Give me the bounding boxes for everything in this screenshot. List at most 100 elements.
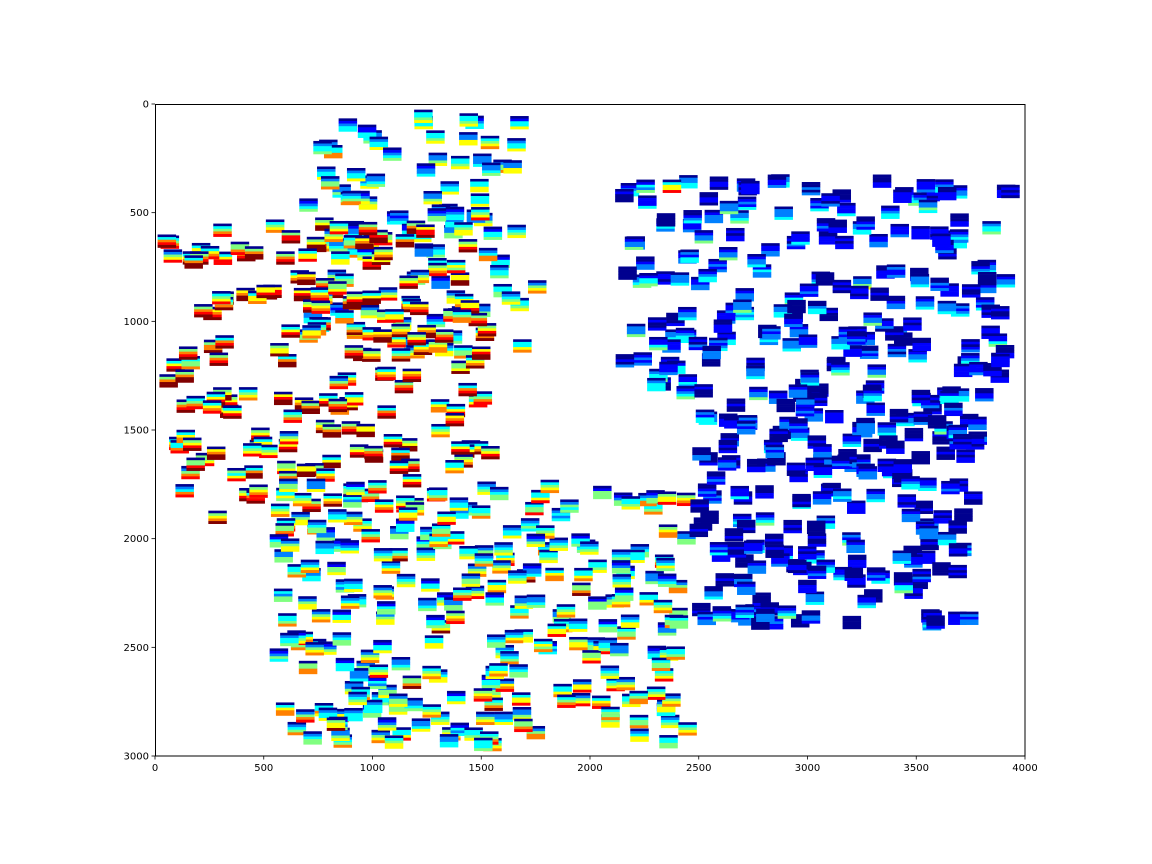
spectrogram-point <box>807 300 827 315</box>
spectrogram-point <box>904 554 923 568</box>
spectrogram-point <box>407 332 426 346</box>
spectrogram-point <box>669 615 689 629</box>
spectrogram-point <box>340 540 359 554</box>
spectrogram-point <box>977 271 997 286</box>
y-tick-label: 1500 <box>124 426 149 437</box>
spectrogram-point <box>767 174 787 188</box>
spectrogram-point <box>536 525 555 539</box>
spectrogram-point <box>320 176 340 190</box>
x-tick-label: 3000 <box>795 763 820 774</box>
spectrogram-point <box>454 222 473 236</box>
spectrogram-point <box>991 353 1010 368</box>
spectrogram-point <box>396 573 416 588</box>
spectrogram-point <box>316 468 335 482</box>
spectrogram-point <box>313 140 332 155</box>
spectrogram-point <box>712 608 732 622</box>
spectrogram-point <box>384 735 404 749</box>
spectrogram-point <box>461 573 481 587</box>
spectrogram-point <box>689 523 709 538</box>
spectrogram-point <box>881 205 900 219</box>
spectrogram-point <box>349 668 369 682</box>
spectrogram-point <box>362 327 381 341</box>
spectrogram-point <box>856 216 875 230</box>
x-tick-label: 4000 <box>1012 763 1037 774</box>
spectrogram-point <box>765 544 784 558</box>
spectrogram-point <box>557 694 576 708</box>
spectrogram-point <box>421 578 440 592</box>
spectrogram-point <box>366 173 386 187</box>
spectrogram-point <box>465 585 485 600</box>
spectrogram-point <box>531 489 550 504</box>
spectrogram-point <box>588 596 607 610</box>
spectrogram-point <box>736 421 756 435</box>
spectrogram-point <box>422 665 441 680</box>
spectrogram-point <box>319 393 338 407</box>
spectrogram-point <box>657 573 677 587</box>
spectrogram-point <box>494 711 514 725</box>
spectrogram-point <box>718 439 738 454</box>
spectrogram-point <box>381 560 401 574</box>
spectrogram-point <box>730 210 749 224</box>
spectrogram-point <box>610 642 629 657</box>
spectrogram-point <box>846 539 865 554</box>
spectrogram-point <box>818 231 838 245</box>
spectrogram-point <box>477 481 496 495</box>
spectrogram-point <box>568 618 588 632</box>
spectrogram-point <box>502 525 522 539</box>
spectrogram-point <box>982 221 1001 235</box>
x-axis: 0 500 1000 1500 2000 2500 3000 3500 4000 <box>152 756 1038 774</box>
spectrogram-point <box>981 304 1000 318</box>
spectrogram-point <box>965 436 985 450</box>
spectrogram-point <box>912 337 931 352</box>
spectrogram-point <box>791 231 810 245</box>
spectrogram-point <box>822 482 841 497</box>
spectrogram-point <box>507 138 526 152</box>
spectrogram-point <box>869 233 888 248</box>
spectrogram-point <box>658 524 678 538</box>
spectrogram-point <box>514 629 533 643</box>
spectrogram-point <box>964 491 983 505</box>
spectrogram-point <box>281 230 301 244</box>
spectrogram-point <box>329 375 349 390</box>
spectrogram-point <box>377 405 396 419</box>
spectrogram-point <box>376 601 396 615</box>
spectrogram-point <box>678 306 697 321</box>
spectrogram-point <box>178 346 198 360</box>
spectrogram-point <box>492 560 511 574</box>
spectrogram-point <box>511 692 531 706</box>
spectrogram-point <box>816 218 836 232</box>
spectrogram-point <box>885 327 904 341</box>
spectrogram-point <box>292 492 312 507</box>
spectrogram-point <box>730 485 749 500</box>
spectrogram-point <box>927 415 947 429</box>
spectrogram-point <box>481 446 500 460</box>
spectrogram-point <box>662 339 681 353</box>
spectrogram-point <box>950 303 970 317</box>
spectrogram-point <box>969 361 988 376</box>
spectrogram-point <box>430 399 450 413</box>
spectrogram-point <box>937 300 957 315</box>
spectrogram-point <box>361 529 380 543</box>
spectrogram-point <box>343 235 363 249</box>
spectrogram-point <box>713 319 733 333</box>
spectrogram-point <box>692 447 711 461</box>
spectrogram-point <box>547 623 567 637</box>
spectrogram-point <box>784 313 803 328</box>
spectrogram-point <box>954 508 973 522</box>
spectrogram-point <box>360 649 380 663</box>
spectrogram-point <box>358 221 378 236</box>
spectrogram-point <box>238 387 258 401</box>
spectrogram-point <box>708 258 727 273</box>
spectrogram-point <box>694 230 714 244</box>
spectrogram-point <box>656 271 675 285</box>
spectrogram-point <box>886 264 906 278</box>
spectrogram-point <box>588 559 607 573</box>
spectrogram-point <box>569 636 588 651</box>
spectrogram-point <box>662 179 682 193</box>
spectrogram-point <box>344 707 363 722</box>
spectrogram-point <box>328 281 347 295</box>
spectrogram-point <box>666 646 685 660</box>
spectrogram-point <box>825 410 844 424</box>
spectrogram-point <box>833 566 852 581</box>
spectrogram-point <box>996 274 1016 288</box>
